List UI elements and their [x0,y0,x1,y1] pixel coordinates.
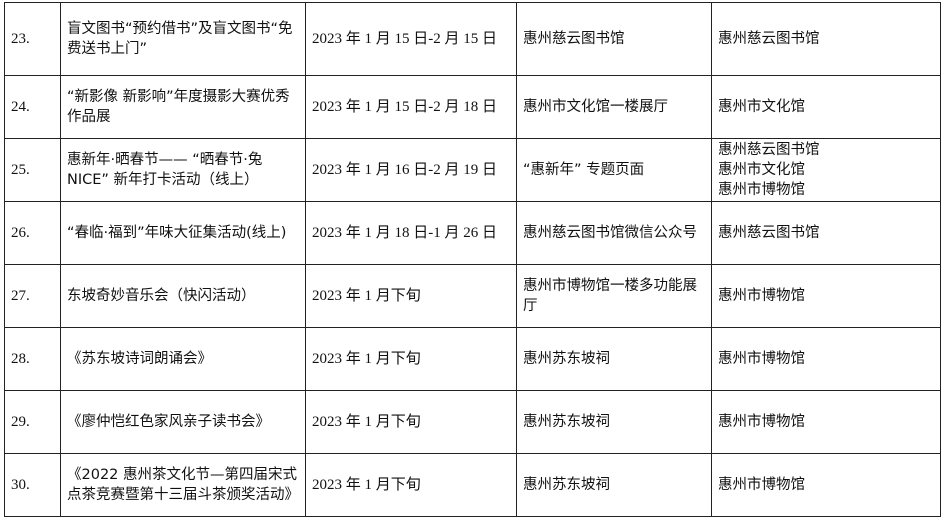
event-venue: 惠州苏东坡祠 [516,390,712,454]
event-date: 2023 年 1 月下旬 [305,264,517,328]
event-organizer: 惠州慈云图书馆 [711,201,941,265]
row-number: 23. [4,2,61,76]
table-row: 30. 《2022 惠州茶文化节—第四届宋式点茶竞赛暨第十三届斗茶颁奖活动》 202… [4,453,941,517]
row-number: 25. [4,138,61,202]
event-name: 《廖仲恺红色家风亲子读书会》 [60,390,306,454]
event-organizer: 惠州市博物馆 [711,453,941,517]
event-organizer: 惠州市博物馆 [711,390,941,454]
table-row: 23. 盲文图书“预约借书”及盲文图书“免费送书上门” 2023 年 1 月 15 … [4,2,941,76]
row-number: 24. [4,75,61,139]
event-date: 2023 年 1 月下旬 [305,390,517,454]
event-name: 惠新年·晒春节—— “晒春节·兔NICE” 新年打卡活动（线上） [60,138,306,202]
table-row: 29. 《廖仲恺红色家风亲子读书会》 2023 年 1 月下旬 惠州苏东坡祠 惠州市博物… [4,390,941,454]
event-venue: 惠州苏东坡祠 [516,453,712,517]
event-date: 2023 年 1 月 15 日-2 月 18 日 [305,75,517,139]
event-name: “春临·福到”年味大征集活动(线上) [60,201,306,265]
table-row: 26. “春临·福到”年味大征集活动(线上) 2023 年 1 月 18 日-1 … [4,201,941,265]
event-organizer: 惠州市文化馆 [711,75,941,139]
event-venue: “惠新年” 专题页面 [516,138,712,202]
row-number: 26. [4,201,61,265]
events-table: 23. 盲文图书“预约借书”及盲文图书“免费送书上门” 2023 年 1 月 15 … [4,2,941,517]
event-organizer: 惠州慈云图书馆 惠州市文化馆 惠州市博物馆 [711,138,941,202]
table-row: 25. 惠新年·晒春节—— “晒春节·兔NICE” 新年打卡活动（线上） 2023 … [4,138,941,202]
row-number: 28. [4,327,61,391]
row-number: 30. [4,453,61,517]
row-number: 29. [4,390,61,454]
event-organizer: 惠州市博物馆 [711,327,941,391]
event-date: 2023 年 1 月 15 日-2 月 15 日 [305,2,517,76]
table-row: 28. 《苏东坡诗词朗诵会》 2023 年 1 月下旬 惠州苏东坡祠 惠州市博物馆 [4,327,941,391]
event-name: 盲文图书“预约借书”及盲文图书“免费送书上门” [60,2,306,76]
event-name: 《2022 惠州茶文化节—第四届宋式点茶竞赛暨第十三届斗茶颁奖活动》 [60,453,306,517]
event-venue: 惠州市文化馆一楼展厅 [516,75,712,139]
event-venue: 惠州苏东坡祠 [516,327,712,391]
event-date: 2023 年 1 月 16 日-2 月 19 日 [305,138,517,202]
event-date: 2023 年 1 月下旬 [305,327,517,391]
event-organizer: 惠州市博物馆 [711,264,941,328]
event-organizer: 惠州慈云图书馆 [711,2,941,76]
table-row: 27. 东坡奇妙音乐会（快闪活动） 2023 年 1 月下旬 惠州市博物馆一楼多功能展… [4,264,941,328]
event-venue: 惠州慈云图书馆微信公众号 [516,201,712,265]
event-name: 东坡奇妙音乐会（快闪活动） [60,264,306,328]
event-date: 2023 年 1 月下旬 [305,453,517,517]
event-date: 2023 年 1 月 18 日-1 月 26 日 [305,201,517,265]
row-number: 27. [4,264,61,328]
event-venue: 惠州慈云图书馆 [516,2,712,76]
event-name: 《苏东坡诗词朗诵会》 [60,327,306,391]
event-venue: 惠州市博物馆一楼多功能展厅 [516,264,712,328]
event-name: “新影像 新影响”年度摄影大赛优秀作品展 [60,75,306,139]
table-row: 24. “新影像 新影响”年度摄影大赛优秀作品展 2023 年 1 月 15 日-2… [4,75,941,139]
